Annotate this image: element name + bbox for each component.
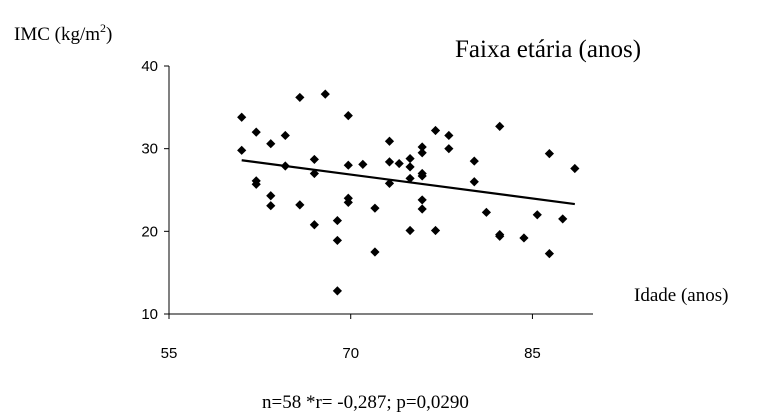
- data-point: [320, 89, 330, 99]
- data-point: [417, 148, 427, 158]
- data-point: [394, 158, 404, 169]
- chart-footnote: n=58 *r= -0,287; p=0,0290: [262, 392, 469, 413]
- data-point: [384, 136, 395, 146]
- data-point: [481, 207, 491, 217]
- data-point: [544, 249, 554, 259]
- data-point: [519, 233, 529, 243]
- data-point: [558, 214, 568, 224]
- data-point: [430, 225, 441, 236]
- x-tick-label: 55: [161, 345, 178, 362]
- plot-area: 10 20 30 40 55 70 85: [141, 58, 593, 362]
- data-point: [444, 144, 454, 154]
- data-point: [384, 157, 395, 167]
- x-tick-label: 70: [342, 345, 359, 362]
- data-point: [266, 201, 276, 211]
- data-point: [405, 173, 415, 184]
- data-point: [430, 125, 441, 136]
- data-point: [417, 204, 427, 214]
- data-point: [495, 121, 505, 131]
- data-point: [251, 179, 261, 189]
- data-point: [343, 197, 353, 207]
- y-tick-label: 40: [141, 58, 158, 75]
- data-point: [358, 159, 368, 169]
- y-axis-label-superscript: 2: [100, 21, 106, 35]
- data-point: [266, 191, 276, 201]
- y-axis-label: IMC (kg/m2): [14, 21, 112, 45]
- data-point: [444, 130, 454, 141]
- data-point: [469, 156, 479, 166]
- data-point: [370, 203, 380, 213]
- data-point: [266, 139, 276, 149]
- data-point: [295, 92, 305, 103]
- data-point: [237, 112, 247, 122]
- data-point: [332, 286, 342, 296]
- x-tick-label: 85: [524, 345, 541, 362]
- data-point: [532, 210, 542, 220]
- data-point: [332, 235, 342, 246]
- data-point: [417, 195, 427, 205]
- data-point: [295, 200, 305, 210]
- data-point: [495, 231, 505, 241]
- y-tick-label: 30: [141, 141, 158, 158]
- y-tick-label: 10: [141, 306, 158, 323]
- data-point: [469, 177, 479, 187]
- x-axis-label: Idade (anos): [634, 285, 728, 306]
- data-point: [332, 215, 342, 226]
- data-point: [405, 153, 415, 164]
- data-point: [343, 111, 353, 121]
- chart-title: Faixa etária (anos): [455, 36, 641, 63]
- data-point: [405, 225, 415, 236]
- data-point: [251, 127, 261, 137]
- data-point: [370, 247, 380, 257]
- data-point: [570, 163, 580, 174]
- y-tick-label: 20: [141, 223, 158, 240]
- data-point: [237, 145, 247, 155]
- data-point: [343, 160, 353, 170]
- trend-line: [241, 159, 575, 206]
- data-point: [384, 178, 395, 188]
- data-point: [417, 171, 427, 181]
- data-point: [417, 142, 427, 152]
- data-point: [309, 220, 319, 230]
- data-point: [280, 161, 290, 171]
- data-point: [544, 149, 554, 159]
- data-point: [280, 130, 290, 141]
- data-point: [405, 162, 415, 172]
- data-point: [309, 168, 319, 179]
- data-point: [309, 154, 319, 165]
